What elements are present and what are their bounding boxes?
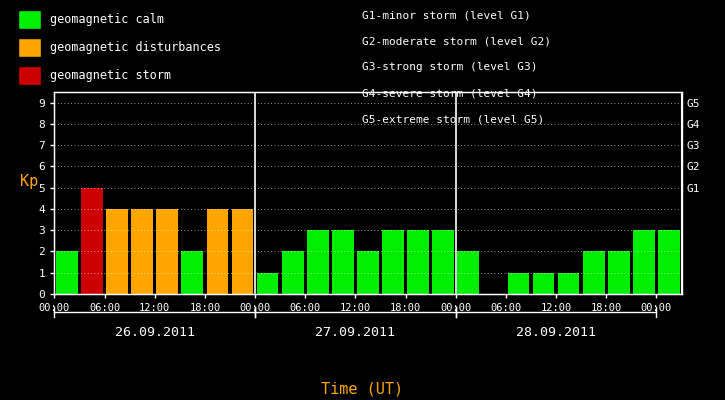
Bar xyxy=(633,230,655,294)
Bar xyxy=(307,230,328,294)
Bar xyxy=(457,252,479,294)
Bar xyxy=(332,230,354,294)
Bar xyxy=(282,252,304,294)
Bar xyxy=(157,209,178,294)
Bar xyxy=(357,252,378,294)
Bar xyxy=(533,273,555,294)
Bar xyxy=(107,209,128,294)
Text: G1-minor storm (level G1): G1-minor storm (level G1) xyxy=(362,10,531,20)
Y-axis label: Kp: Kp xyxy=(20,174,38,189)
Bar xyxy=(583,252,605,294)
Bar xyxy=(658,230,680,294)
Text: 26.09.2011: 26.09.2011 xyxy=(115,326,195,339)
Bar xyxy=(207,209,228,294)
Bar xyxy=(407,230,429,294)
Bar xyxy=(558,273,579,294)
Text: 28.09.2011: 28.09.2011 xyxy=(516,326,596,339)
Bar xyxy=(507,273,529,294)
Text: G4-severe storm (level G4): G4-severe storm (level G4) xyxy=(362,88,538,98)
Bar xyxy=(432,230,454,294)
Bar xyxy=(232,209,253,294)
Bar xyxy=(382,230,404,294)
Text: geomagnetic calm: geomagnetic calm xyxy=(50,13,164,26)
Text: 27.09.2011: 27.09.2011 xyxy=(315,326,395,339)
Text: G3-strong storm (level G3): G3-strong storm (level G3) xyxy=(362,62,538,72)
Text: G5-extreme storm (level G5): G5-extreme storm (level G5) xyxy=(362,114,544,124)
Bar xyxy=(56,252,78,294)
Text: Time (UT): Time (UT) xyxy=(321,381,404,396)
Bar xyxy=(257,273,278,294)
Bar xyxy=(608,252,629,294)
Bar xyxy=(181,252,203,294)
Text: geomagnetic storm: geomagnetic storm xyxy=(50,69,171,82)
Bar xyxy=(81,188,103,294)
Bar xyxy=(131,209,153,294)
Text: geomagnetic disturbances: geomagnetic disturbances xyxy=(50,41,221,54)
Text: G2-moderate storm (level G2): G2-moderate storm (level G2) xyxy=(362,36,552,46)
